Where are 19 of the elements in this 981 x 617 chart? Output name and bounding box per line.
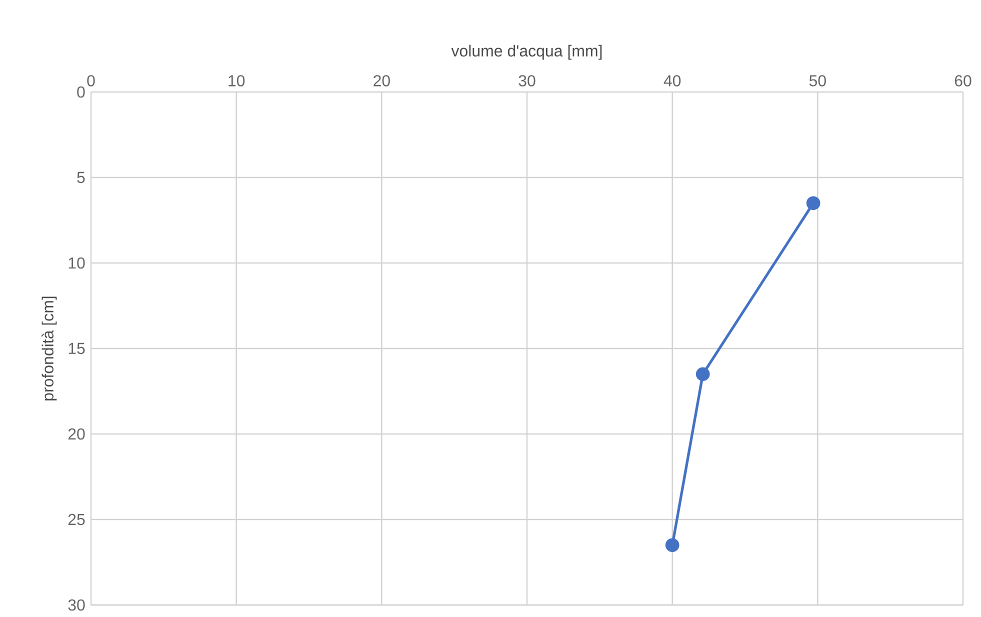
y-tick-label: 5 <box>77 172 85 184</box>
x-tick-label: 50 <box>809 75 826 86</box>
y-tick-label: 15 <box>68 342 85 354</box>
y-tick-label: 20 <box>68 428 85 440</box>
point <box>696 367 710 382</box>
x-tick-label: 60 <box>954 75 972 86</box>
y-tick-label: 25 <box>68 514 85 526</box>
x-tick-label: 10 <box>228 75 245 86</box>
x-tick-label: 20 <box>374 75 390 86</box>
point <box>665 538 680 552</box>
x-tick-label: 0 <box>87 75 95 86</box>
point <box>806 196 820 210</box>
y-tick-label: 10 <box>68 257 85 269</box>
y-tick-label: 0 <box>77 86 85 98</box>
x-tick-label: 40 <box>664 75 681 86</box>
y-tick-label: 30 <box>68 599 85 611</box>
y-axis-title: profondità [cm] <box>42 296 57 400</box>
x-axis-title: volume d'acqua [mm] <box>451 44 602 60</box>
x-tick-label: 30 <box>518 75 536 86</box>
